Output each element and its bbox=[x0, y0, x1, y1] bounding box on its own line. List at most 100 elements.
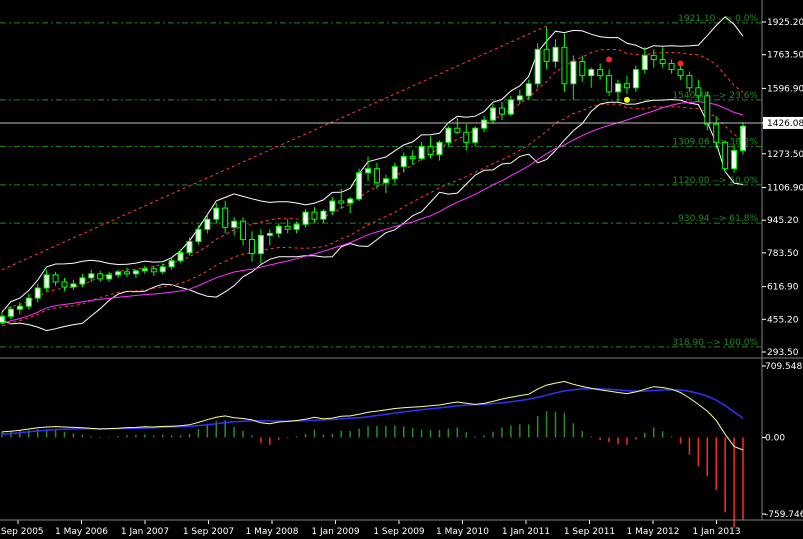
candle-body bbox=[391, 166, 398, 180]
candle-body bbox=[43, 274, 50, 289]
bollinger-upper-line bbox=[1, 16, 744, 313]
fib-level-label: 1120.00 --> 50.0% bbox=[672, 176, 758, 186]
price-panel[interactable]: 1921.10 --> 0.0%1540.38 --> 23.6%1309.06… bbox=[0, 14, 762, 348]
candle-body bbox=[623, 83, 630, 89]
macd-tick-label: -759.746 bbox=[765, 510, 803, 520]
candle-body bbox=[0, 315, 5, 323]
candle-body bbox=[490, 107, 497, 121]
candle-body bbox=[579, 60, 586, 77]
candle-body bbox=[659, 58, 666, 65]
fib-level-label: 1921.10 --> 0.0% bbox=[678, 14, 758, 24]
candle-body bbox=[713, 123, 720, 143]
candle-body bbox=[141, 268, 148, 272]
candle-body bbox=[382, 178, 389, 184]
candle-body bbox=[606, 75, 613, 93]
candle-body bbox=[284, 225, 291, 230]
time-tick-label: 1 May 2006 bbox=[55, 527, 108, 537]
candle-body bbox=[240, 220, 247, 240]
envelope-lower-line bbox=[1, 103, 744, 327]
moving-average-line bbox=[1, 101, 744, 325]
candle-body bbox=[266, 232, 273, 236]
candle-body bbox=[168, 260, 175, 268]
candle-body bbox=[150, 268, 157, 273]
time-tick-label: 1 Jan 2009 bbox=[311, 527, 359, 537]
candle-body bbox=[204, 218, 211, 230]
candle-body bbox=[588, 69, 595, 77]
macd-tick-label: 0.00 bbox=[765, 433, 785, 443]
candle-body bbox=[641, 54, 648, 71]
time-tick-label: 1 Jan 2013 bbox=[692, 527, 740, 537]
candle-body bbox=[338, 200, 345, 204]
macd-panel[interactable] bbox=[1, 380, 744, 528]
time-tick-label: 1 Sep 2007 bbox=[183, 527, 234, 537]
candle-body bbox=[320, 210, 327, 220]
candle-body bbox=[481, 119, 488, 129]
candlesticks bbox=[0, 27, 746, 325]
candle-body bbox=[231, 220, 238, 228]
red-signal-marker bbox=[677, 60, 684, 67]
current-price-box bbox=[763, 116, 803, 129]
candle-body bbox=[409, 156, 416, 160]
candle-body bbox=[61, 281, 68, 288]
candle-body bbox=[115, 271, 122, 276]
candle-body bbox=[418, 145, 425, 160]
price-tick-label: 1596.90 bbox=[767, 84, 803, 94]
candle-body bbox=[677, 69, 684, 77]
candle-body bbox=[302, 211, 309, 225]
candle-body bbox=[356, 172, 363, 200]
candle-body bbox=[132, 270, 139, 275]
envelope-upper-line bbox=[1, 49, 744, 312]
candle-body bbox=[516, 95, 523, 101]
macd-main-line bbox=[1, 380, 744, 451]
candle-body bbox=[498, 107, 505, 115]
candle-body bbox=[668, 63, 675, 71]
time-tick-label: 1 Sep 2009 bbox=[373, 527, 425, 537]
candle-body bbox=[722, 141, 729, 170]
candle-body bbox=[311, 211, 318, 220]
candle-body bbox=[373, 168, 380, 184]
axes: 1925.20 1763.50 1596.90 1426.08 1273.50 1106.… bbox=[0, 18, 803, 537]
candle-body bbox=[222, 207, 229, 228]
candle-body bbox=[70, 283, 77, 288]
time-tick-label: 1 Jan 2011 bbox=[502, 527, 550, 537]
price-tick-label: 1273.50 bbox=[767, 150, 803, 160]
candle-body bbox=[159, 266, 166, 273]
candle-body bbox=[34, 287, 41, 299]
candle-body bbox=[97, 273, 104, 280]
candle-body bbox=[293, 223, 300, 230]
candle-body bbox=[123, 271, 130, 275]
candle-body bbox=[79, 277, 86, 285]
candle-body bbox=[507, 99, 514, 115]
candle-body bbox=[570, 60, 577, 85]
price-tick-label: 616.90 bbox=[767, 283, 799, 293]
price-tick-label: 1763.50 bbox=[767, 51, 803, 61]
price-tick-label: 945.20 bbox=[767, 216, 799, 226]
candle-body bbox=[16, 305, 23, 310]
time-tick-label: 1 Sep 2005 bbox=[0, 527, 44, 537]
candle-body bbox=[436, 141, 443, 156]
candle-body bbox=[329, 200, 336, 212]
candle-body bbox=[731, 149, 738, 170]
price-tick-label: 455.20 bbox=[767, 315, 799, 325]
candle-body bbox=[686, 75, 693, 89]
candle-body bbox=[248, 238, 255, 255]
yellow-signal-marker bbox=[623, 96, 630, 103]
candle-body bbox=[7, 308, 14, 317]
candle-body bbox=[597, 69, 604, 77]
candle-body bbox=[463, 131, 470, 143]
candle-body bbox=[650, 54, 657, 60]
macd-tick-label: 709.548 bbox=[765, 362, 802, 372]
candle-body bbox=[52, 274, 59, 283]
indicator-lines bbox=[1, 16, 744, 332]
candle-body bbox=[704, 95, 711, 125]
candle-body bbox=[275, 225, 282, 234]
candle-body bbox=[195, 228, 202, 242]
price-tick-label: 1925.20 bbox=[767, 18, 803, 28]
fib-level-label: 1540.38 --> 23.6% bbox=[672, 91, 758, 101]
candle-body bbox=[740, 125, 746, 151]
price-tick-label: 1106.90 bbox=[767, 183, 803, 193]
candle-body bbox=[615, 83, 622, 93]
candle-body bbox=[177, 252, 184, 262]
candle-body bbox=[213, 207, 220, 220]
